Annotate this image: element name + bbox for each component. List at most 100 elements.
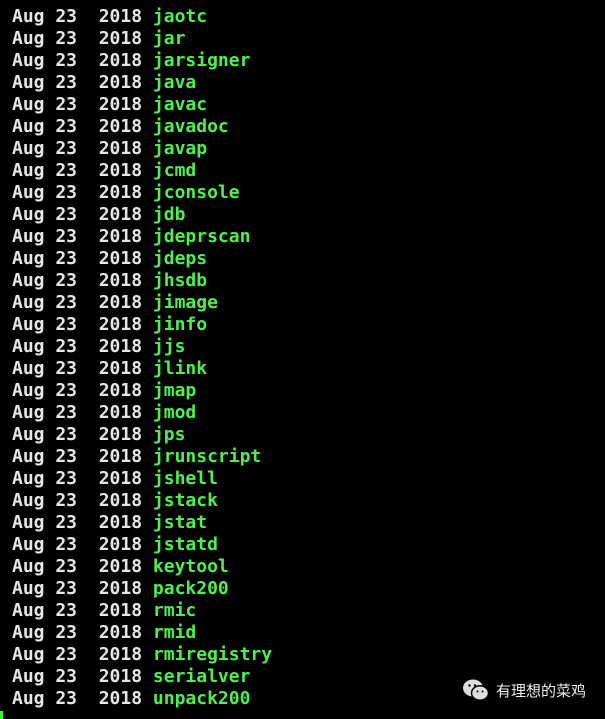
- listing-row: Aug 23 2018 jmod: [12, 402, 272, 424]
- listing-row: Aug 23 2018 javap: [12, 138, 272, 160]
- listing-row: Aug 23 2018 jstat: [12, 512, 272, 534]
- listing-row: Aug 23 2018 jlink: [12, 358, 272, 380]
- listing-row: Aug 23 2018 jconsole: [12, 182, 272, 204]
- file-name: jdb: [152, 204, 186, 225]
- listing-row: Aug 23 2018 jaotc: [12, 6, 272, 28]
- file-date: Aug 23 2018: [12, 72, 143, 93]
- listing-row: Aug 23 2018 jdb: [12, 204, 272, 226]
- file-date: Aug 23 2018: [12, 534, 143, 555]
- file-date: Aug 23 2018: [12, 160, 143, 181]
- file-date: Aug 23 2018: [12, 512, 143, 533]
- listing-row: Aug 23 2018 jjs: [12, 336, 272, 358]
- file-name: jmod: [152, 402, 197, 423]
- listing-row: Aug 23 2018 jdeprscan: [12, 226, 272, 248]
- file-name: javadoc: [152, 116, 229, 137]
- listing-row: Aug 23 2018 jstack: [12, 490, 272, 512]
- listing-row: Aug 23 2018 jmap: [12, 380, 272, 402]
- wechat-icon: [463, 679, 490, 701]
- listing-row: Aug 23 2018 rmiregistry: [12, 644, 272, 666]
- file-date: Aug 23 2018: [12, 358, 143, 379]
- file-date: Aug 23 2018: [12, 138, 143, 159]
- file-name: jdeprscan: [152, 226, 251, 247]
- file-date: Aug 23 2018: [12, 556, 143, 577]
- file-name: jarsigner: [152, 50, 251, 71]
- listing-row: Aug 23 2018 jshell: [12, 468, 272, 490]
- file-name: jps: [152, 424, 186, 445]
- listing-row: Aug 23 2018 pack200: [12, 578, 272, 600]
- listing-row: Aug 23 2018 serialver: [12, 666, 272, 688]
- file-name: jinfo: [152, 314, 208, 335]
- file-date: Aug 23 2018: [12, 50, 143, 71]
- file-name: rmid: [152, 622, 197, 643]
- file-date: Aug 23 2018: [12, 28, 143, 49]
- file-date: Aug 23 2018: [12, 182, 143, 203]
- watermark-text: 有理想的菜鸡: [496, 681, 587, 700]
- file-name: jmap: [152, 380, 197, 401]
- file-date: Aug 23 2018: [12, 248, 143, 269]
- listing-row: Aug 23 2018 javac: [12, 94, 272, 116]
- file-name: jshell: [152, 468, 218, 489]
- listing-row: Aug 23 2018 keytool: [12, 556, 272, 578]
- file-name: jconsole: [152, 182, 240, 203]
- listing-row: Aug 23 2018 jinfo: [12, 314, 272, 336]
- file-name: jhsdb: [152, 270, 208, 291]
- file-date: Aug 23 2018: [12, 6, 143, 27]
- file-name: keytool: [152, 556, 229, 577]
- file-date: Aug 23 2018: [12, 468, 143, 489]
- file-date: Aug 23 2018: [12, 446, 143, 467]
- listing-row: Aug 23 2018 rmic: [12, 600, 272, 622]
- file-name: jstatd: [152, 534, 218, 555]
- file-date: Aug 23 2018: [12, 600, 143, 621]
- file-date: Aug 23 2018: [12, 402, 143, 423]
- file-name: javac: [152, 94, 208, 115]
- listing-row: Aug 23 2018 jcmd: [12, 160, 272, 182]
- file-date: Aug 23 2018: [12, 226, 143, 247]
- file-name: jaotc: [152, 6, 208, 27]
- file-date: Aug 23 2018: [12, 578, 143, 599]
- file-name: jstat: [152, 512, 208, 533]
- file-name: unpack200: [152, 688, 251, 709]
- file-date: Aug 23 2018: [12, 380, 143, 401]
- listing-row: Aug 23 2018 javadoc: [12, 116, 272, 138]
- listing-row: Aug 23 2018 unpack200: [12, 688, 272, 710]
- file-name: jdeps: [152, 248, 208, 269]
- file-date: Aug 23 2018: [12, 314, 143, 335]
- listing-row: Aug 23 2018 jstatd: [12, 534, 272, 556]
- file-date: Aug 23 2018: [12, 688, 143, 709]
- file-date: Aug 23 2018: [12, 94, 143, 115]
- file-name: jar: [152, 28, 186, 49]
- file-name: jrunscript: [152, 446, 262, 467]
- file-name: rmic: [152, 600, 197, 621]
- file-date: Aug 23 2018: [12, 270, 143, 291]
- file-date: Aug 23 2018: [12, 622, 143, 643]
- listing-row: Aug 23 2018 rmid: [12, 622, 272, 644]
- file-name: jlink: [152, 358, 208, 379]
- listing-row: Aug 23 2018 jps: [12, 424, 272, 446]
- listing-row: Aug 23 2018 jarsigner: [12, 50, 272, 72]
- listing-row: Aug 23 2018 jdeps: [12, 248, 272, 270]
- file-name: jjs: [152, 336, 186, 357]
- file-date: Aug 23 2018: [12, 292, 143, 313]
- file-name: jstack: [152, 490, 218, 511]
- listing-row: Aug 23 2018 jar: [12, 28, 272, 50]
- file-date: Aug 23 2018: [12, 490, 143, 511]
- watermark: 有理想的菜鸡: [462, 678, 586, 702]
- file-name: rmiregistry: [152, 644, 273, 665]
- file-name: serialver: [152, 666, 251, 687]
- file-date: Aug 23 2018: [12, 424, 143, 445]
- file-name: pack200: [152, 578, 229, 599]
- file-date: Aug 23 2018: [12, 204, 143, 225]
- listing-row: Aug 23 2018 jhsdb: [12, 270, 272, 292]
- file-date: Aug 23 2018: [12, 116, 143, 137]
- terminal-cursor: [0, 711, 3, 719]
- file-date: Aug 23 2018: [12, 666, 143, 687]
- file-name: javap: [152, 138, 208, 159]
- file-name: jimage: [152, 292, 218, 313]
- listing-row: Aug 23 2018 jrunscript: [12, 446, 272, 468]
- file-date: Aug 23 2018: [12, 644, 143, 665]
- file-name: java: [152, 72, 197, 93]
- listing-row: Aug 23 2018 jimage: [12, 292, 272, 314]
- file-name: jcmd: [152, 160, 197, 181]
- file-date: Aug 23 2018: [12, 336, 143, 357]
- listing-row: Aug 23 2018 java: [12, 72, 272, 94]
